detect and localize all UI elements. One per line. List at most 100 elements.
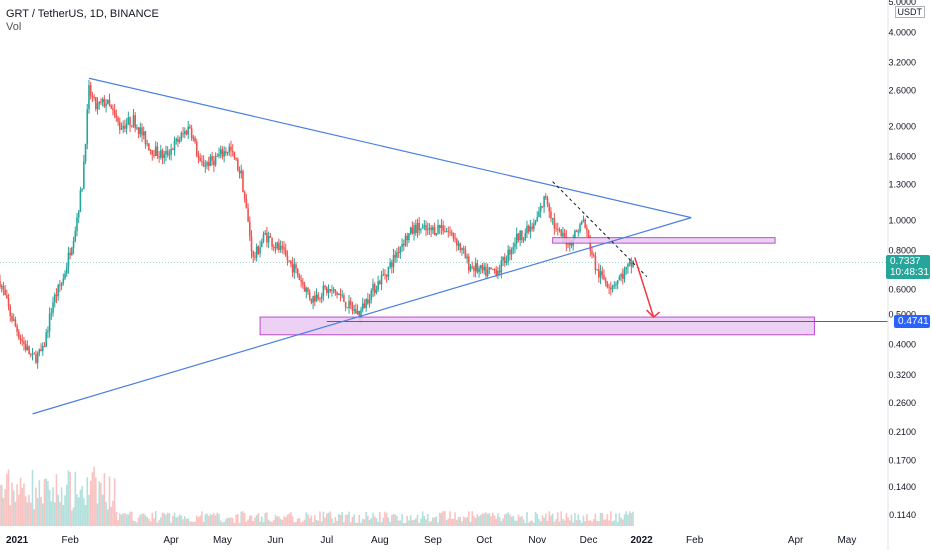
candle-body bbox=[355, 309, 357, 314]
volume-bar bbox=[115, 512, 118, 526]
volume-bar bbox=[26, 502, 29, 526]
price-axis-tick-label: 1.3000 bbox=[888, 180, 916, 190]
volume-bar bbox=[124, 513, 126, 526]
candle-body bbox=[213, 160, 215, 166]
triangle-lower-trendline bbox=[32, 217, 692, 415]
volume-bar bbox=[163, 513, 166, 526]
volume-bar bbox=[610, 511, 612, 526]
volume-bar bbox=[125, 514, 128, 526]
candle-body bbox=[592, 254, 595, 256]
candle-body bbox=[298, 275, 301, 281]
volume-bar bbox=[264, 513, 267, 526]
volume-bar bbox=[293, 522, 296, 526]
candle-body bbox=[377, 281, 379, 290]
candle-body bbox=[479, 265, 482, 269]
volume-bar bbox=[367, 515, 369, 526]
candle-body bbox=[40, 349, 42, 352]
candle-body bbox=[481, 265, 484, 271]
volume-bar bbox=[137, 517, 140, 526]
candle-body bbox=[563, 232, 566, 237]
candle-body bbox=[522, 239, 525, 241]
candle-body bbox=[454, 238, 456, 240]
price-axis-tick-label: 0.2600 bbox=[888, 398, 916, 408]
candle-body bbox=[189, 126, 191, 129]
candle-body bbox=[183, 131, 186, 134]
candle-body bbox=[168, 154, 171, 156]
volume-bar bbox=[539, 521, 542, 526]
volume-bar bbox=[591, 522, 593, 526]
descending-dashed-line bbox=[552, 181, 648, 278]
candle-body bbox=[50, 312, 53, 314]
symbol-title: GRT / TetherUS, 1D, BINANCE bbox=[6, 8, 159, 20]
candle-body bbox=[130, 125, 133, 127]
candle-body bbox=[305, 287, 308, 292]
time-axis-tick-label: Apr bbox=[163, 535, 179, 546]
volume-bar bbox=[497, 513, 499, 526]
currency-badge[interactable]: USDT bbox=[894, 6, 925, 18]
candle-body bbox=[356, 310, 359, 314]
candle-body bbox=[0, 280, 1, 288]
volume-bar bbox=[627, 514, 629, 526]
candle-body bbox=[512, 246, 515, 250]
candle-body bbox=[420, 228, 422, 231]
candle-body bbox=[96, 103, 99, 110]
volume-bar bbox=[445, 520, 448, 526]
candle-body bbox=[575, 230, 578, 232]
volume-bar bbox=[118, 513, 121, 526]
candle-body bbox=[199, 157, 201, 161]
candle-body bbox=[53, 294, 56, 303]
candle-body bbox=[385, 275, 388, 277]
volume-bar bbox=[134, 521, 136, 526]
candle-body bbox=[2, 286, 5, 290]
volume-bar bbox=[599, 512, 602, 526]
volume-bar bbox=[283, 516, 285, 526]
candle-body bbox=[259, 247, 261, 254]
candle-body bbox=[290, 260, 292, 264]
volume-bar bbox=[457, 516, 460, 526]
volume-bar bbox=[536, 514, 539, 526]
volume-bar bbox=[146, 517, 148, 526]
candle-body bbox=[574, 230, 576, 240]
volume-bar bbox=[548, 511, 551, 526]
candle-body bbox=[141, 127, 143, 136]
candle-body bbox=[384, 274, 386, 276]
volume-bar bbox=[245, 521, 248, 526]
time-axis-tick-label: 2021 bbox=[6, 535, 29, 546]
volume-bar bbox=[250, 515, 253, 526]
candle-body bbox=[9, 306, 12, 316]
price-axis-tick-label: 1.0000 bbox=[888, 215, 916, 225]
candle-body bbox=[243, 192, 246, 200]
volume-bar bbox=[568, 520, 571, 526]
volume-bar bbox=[498, 517, 501, 526]
volume-bar bbox=[254, 517, 256, 526]
volume-bar bbox=[435, 516, 438, 526]
volume-bar bbox=[98, 481, 101, 526]
volume-bar bbox=[428, 521, 431, 526]
candle-body bbox=[628, 261, 631, 265]
volume-bar bbox=[476, 514, 479, 526]
volume-bar bbox=[240, 511, 243, 526]
volume-bar bbox=[481, 513, 484, 526]
volume-bar bbox=[52, 487, 54, 526]
volume-bar bbox=[524, 522, 527, 526]
candle-body bbox=[98, 101, 101, 104]
candle-body bbox=[281, 246, 284, 248]
volume-bar bbox=[449, 511, 451, 526]
volume-bar bbox=[130, 511, 133, 526]
volume-bar bbox=[502, 518, 504, 526]
candle-body bbox=[440, 225, 443, 228]
candle-body bbox=[144, 131, 147, 144]
volume-bar bbox=[560, 511, 563, 526]
candle-body bbox=[372, 284, 374, 291]
volume-bar bbox=[195, 515, 198, 526]
candle-body bbox=[124, 125, 126, 129]
time-axis-tick-label: Oct bbox=[476, 535, 492, 546]
volume-bar bbox=[95, 477, 97, 526]
candle-body bbox=[166, 150, 169, 156]
volume-bar bbox=[204, 514, 207, 526]
time-axis-tick-label: Feb bbox=[62, 535, 80, 546]
candle-body bbox=[621, 274, 624, 279]
candle-body bbox=[577, 231, 580, 233]
